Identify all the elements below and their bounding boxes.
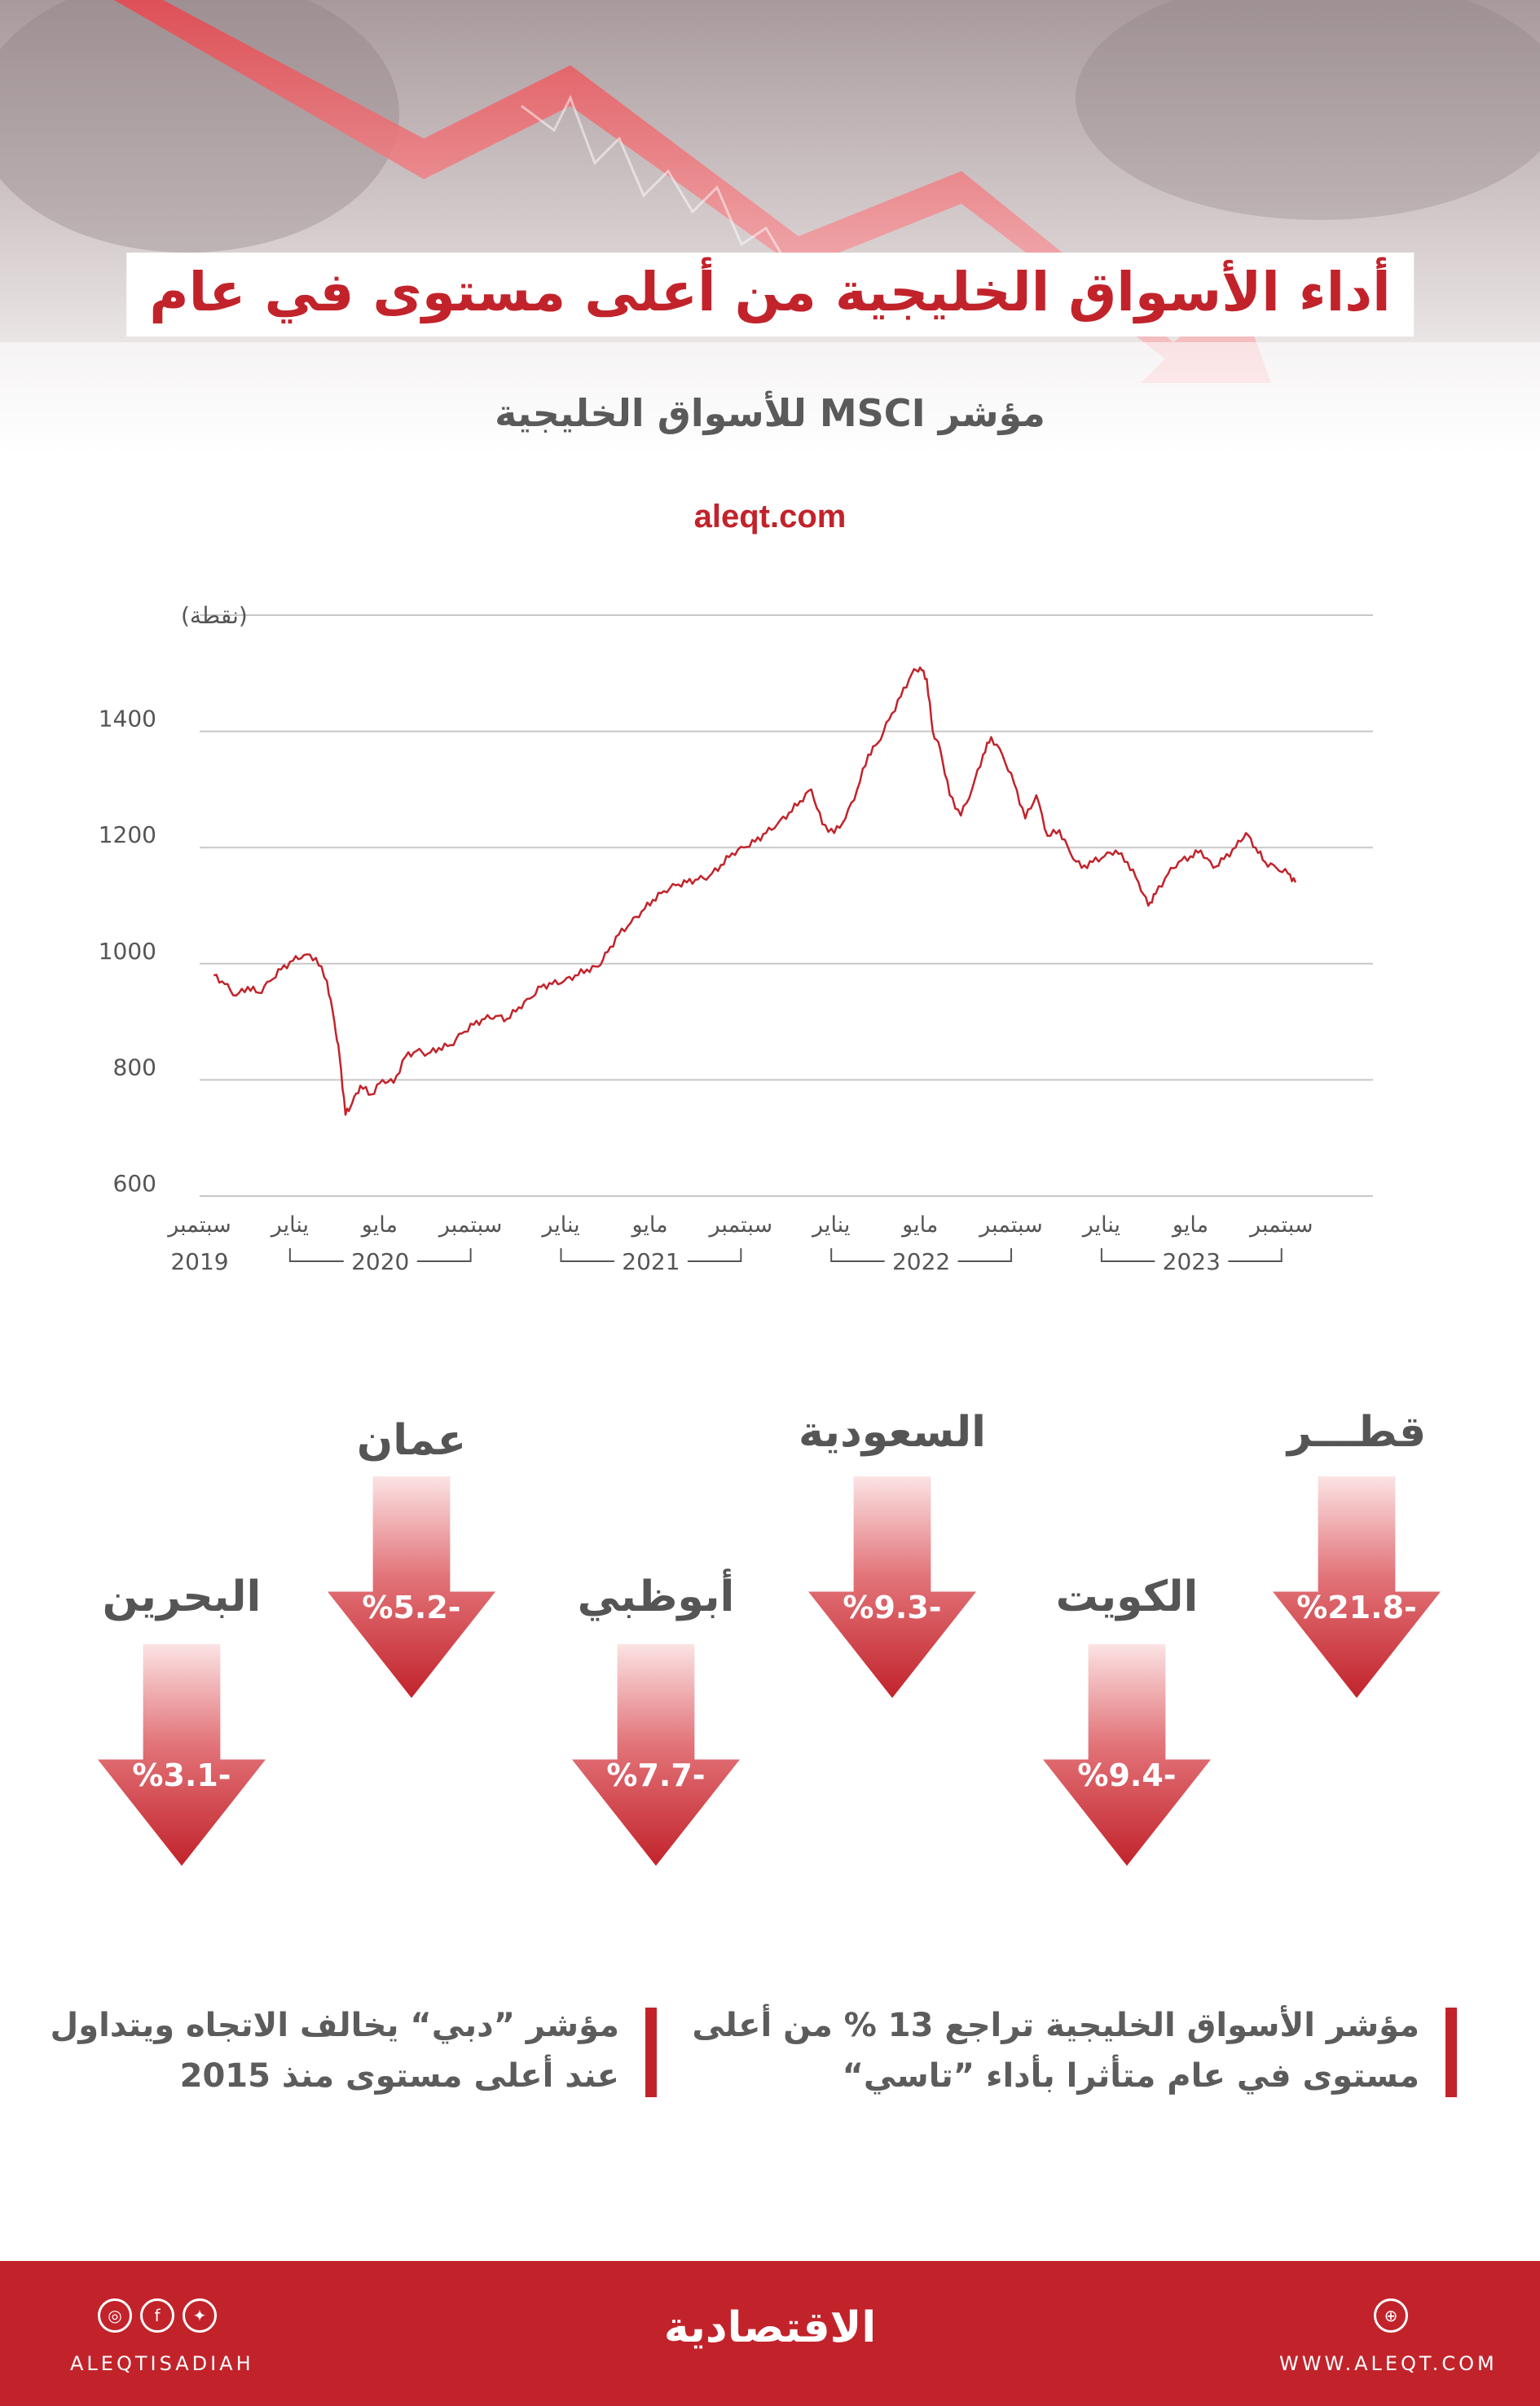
down-arrow-icon [1043,1644,1211,1866]
y-tick-label: 1400 [99,706,156,732]
brand-logo: الاقتصادية [663,2303,877,2352]
msci-line-chart: 600 800 1000 1200 1400 (نقطة) سبتمبر يناير ماي… [99,602,1373,1275]
instagram-icon[interactable]: ◎ [98,2298,132,2333]
footer-handle[interactable]: ALEQTISADIAH [70,2352,254,2375]
market-change: %9.4- [1077,1757,1177,1794]
chart-subtitle: مؤشر MSCI للأسواق الخليجية [495,391,1045,435]
footer-website[interactable]: WWW.ALEQT.COM [1279,2352,1498,2375]
note-left-bar [645,2008,657,2097]
y-tick-label: 1000 [99,938,156,965]
facebook-icon[interactable]: f [140,2298,174,2333]
x-year-label: 2022 [892,1248,950,1275]
year-bracket [560,1248,742,1262]
hero-banner: أداء الأسواق الخليجية من أعلى مستوى في ع… [0,0,1540,456]
down-arrow-icon [808,1476,976,1698]
x-month-label: يناير [1081,1212,1120,1238]
market-name: السعودية [799,1408,986,1457]
footer: ◎ f ✦ ALEQTISADIAH الاقتصادية ⊕ WWW.ALEQ… [0,2261,1540,2406]
x-month-label: سبتمبر [708,1212,773,1238]
x-year-label: 2023 [1163,1248,1221,1275]
year-bracket [288,1248,472,1262]
x-month-label: يناير [270,1212,309,1238]
page-title: أداء الأسواق الخليجية من أعلى مستوى في ع… [149,261,1391,323]
year-bracket [1100,1248,1283,1262]
note-right: مؤشر الأسواق الخليجية تراجع 13 % من أعلى… [692,2000,1419,2101]
x-month-label: سبتمبر [166,1212,231,1238]
title-box: أداء الأسواق الخليجية من أعلى مستوى في ع… [126,253,1414,336]
web-icon[interactable]: ⊕ [1374,2298,1408,2333]
market-change: %7.7- [606,1757,706,1794]
series-line [213,666,1297,1116]
x-axis: سبتمبر يناير مايو سبتمبر يناير مايو سبتمبر يناي… [166,1212,1313,1275]
market-name: الكويت [1055,1572,1199,1621]
note-left-line-1: مؤشر ”دبي“ يخالف الاتجاه ويتداول [50,2007,619,2044]
y-tick-label: 800 [113,1053,156,1080]
market-name: البحرين [102,1572,262,1621]
note-left: مؤشر ”دبي“ يخالف الاتجاه ويتداول عند أعل… [51,2000,619,2101]
x-year-label: 2019 [170,1248,228,1275]
grid-lines [200,614,1373,1197]
down-arrow-icon [572,1644,740,1866]
market-name: قطـــر [1287,1408,1427,1457]
x-month-label: سبتمبر [438,1212,503,1238]
market-change: %3.1- [132,1757,231,1794]
y-tick-label: 1200 [99,821,156,848]
note-right-line-2: مستوى في عام متأثرا بأداء ”تاسي“ [842,2057,1419,2095]
down-arrow-icon [1273,1476,1441,1698]
y-tick-label: 600 [113,1170,156,1197]
chart-source: aleqt.com [693,499,847,534]
note-right-line-1: مؤشر الأسواق الخليجية تراجع 13 % من أعلى [692,2007,1419,2044]
year-bracket [830,1248,1013,1262]
x-month-label: مايو [360,1212,398,1238]
note-left-line-2: عند أعلى مستوى منذ 2015 [179,2057,619,2095]
market-change: %5.2- [362,1590,461,1626]
x-year-label: 2020 [351,1248,409,1275]
x-month-label: سبتمبر [978,1212,1043,1238]
down-arrow-icon [98,1644,266,1866]
x-month-label: مايو [1171,1212,1208,1238]
x-month-label: مايو [900,1212,938,1238]
x-month-label: يناير [540,1212,579,1238]
note-right-bar [1445,2008,1457,2097]
x-month-label: مايو [630,1212,667,1238]
market-name: عمان [356,1416,467,1465]
y-axis-ticks: 600 800 1000 1200 1400 [99,706,156,1197]
market-change: %9.3- [843,1590,942,1626]
x-month-label: يناير [811,1212,850,1238]
hero-background [0,0,1540,456]
y-axis-label: (نقطة) [181,602,248,629]
twitter-icon[interactable]: ✦ [183,2298,217,2333]
market-change: %21.8- [1296,1590,1417,1626]
down-arrow-icon [328,1476,495,1698]
x-year-label: 2021 [622,1248,680,1275]
market-name: أبوظبي [577,1572,735,1621]
x-month-label: سبتمبر [1248,1212,1313,1238]
